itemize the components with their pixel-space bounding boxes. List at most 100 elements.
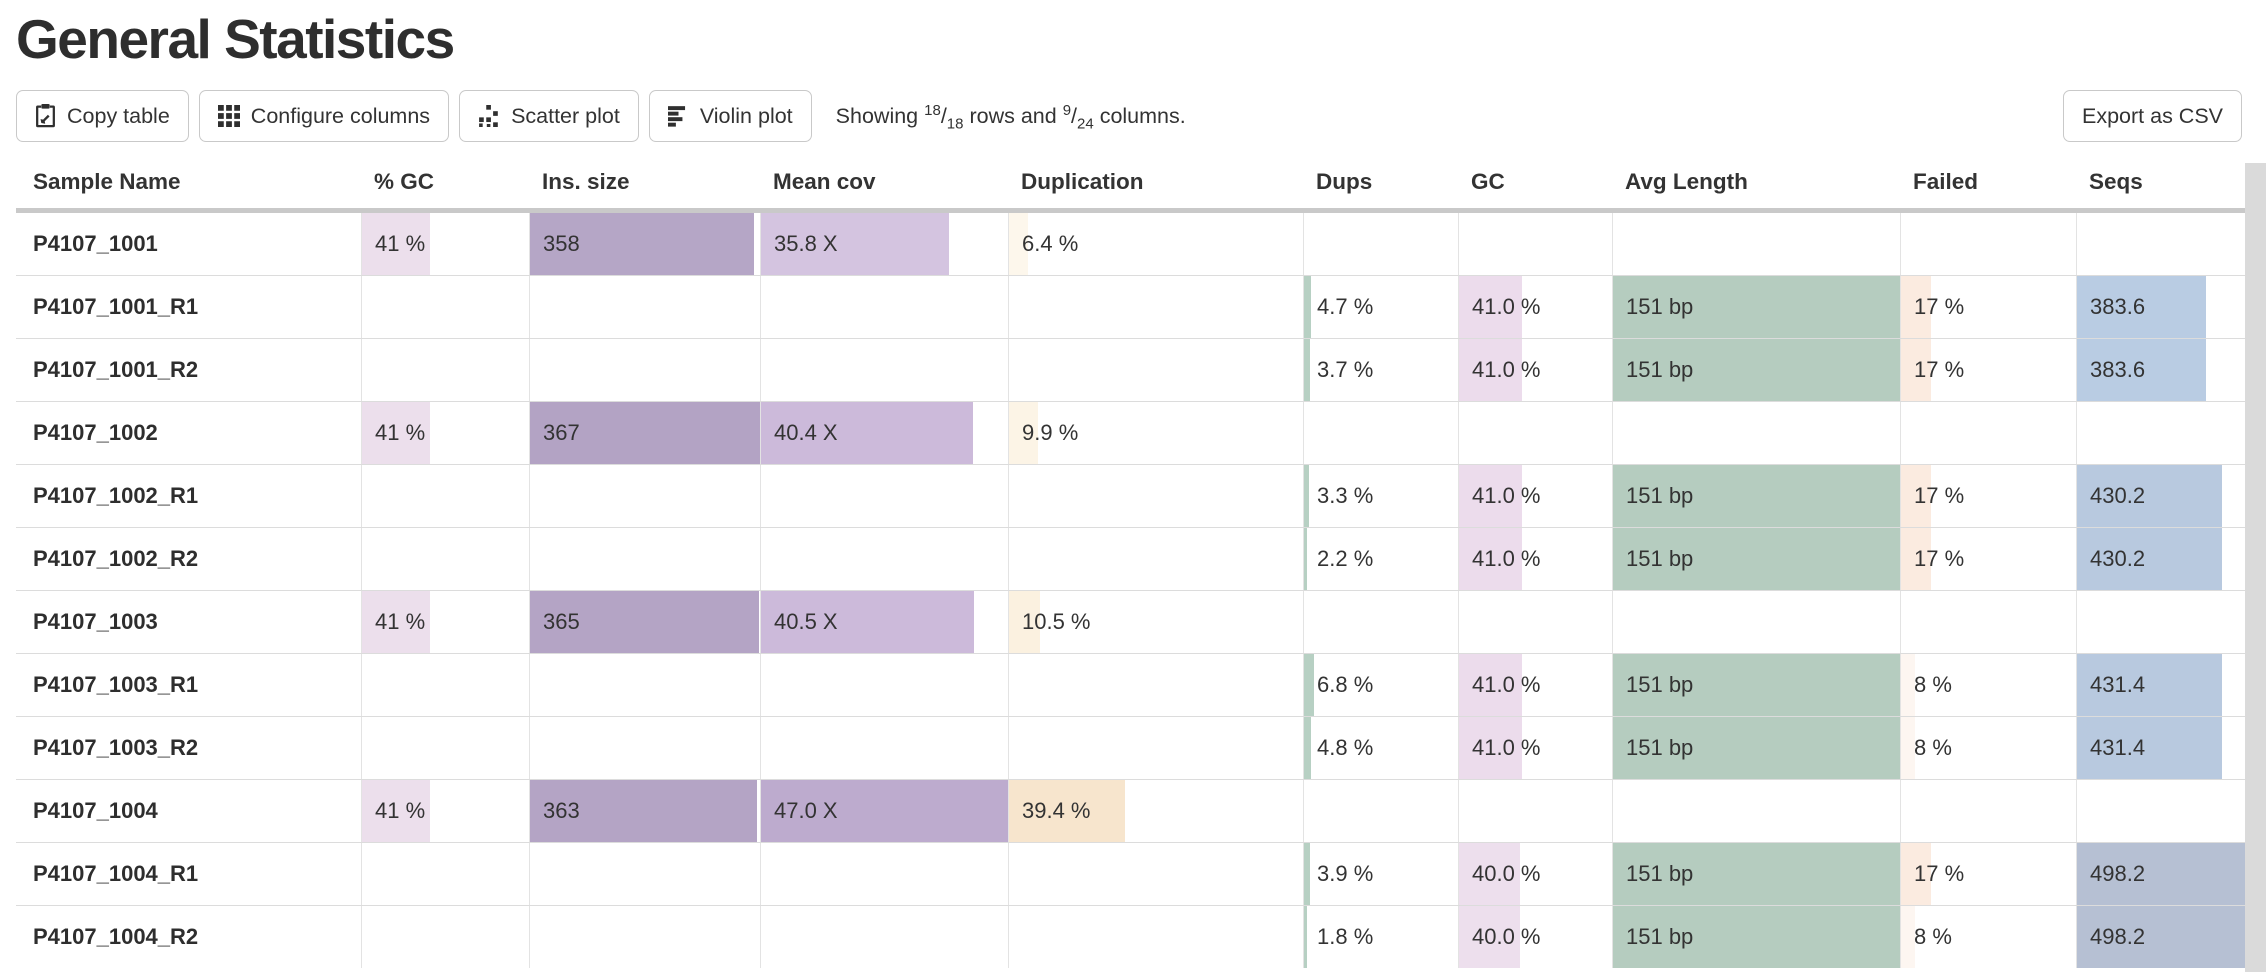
cell-value: 17 % (1914, 294, 1965, 319)
cell-seqs: 383.6 (2076, 276, 2245, 338)
cell-failed: 17 % (1900, 339, 2076, 401)
cell-seqs: 498.2 (2076, 843, 2245, 905)
cell-ins_size (529, 339, 760, 401)
value-bar (1459, 465, 1522, 527)
scatter-plot-button[interactable]: Scatter plot (459, 90, 639, 142)
column-header-avg_length[interactable]: Avg Length (1625, 168, 1748, 194)
cell-gc: 41.0 % (1458, 654, 1612, 716)
cell-dups: 6.8 % (1303, 654, 1458, 716)
value-bar (1613, 528, 1900, 590)
column-header-gc[interactable]: GC (1471, 168, 1505, 194)
cell-value: 383.6 (2090, 357, 2146, 382)
value-bar (1009, 780, 1125, 842)
configure-columns-label: Configure columns (250, 103, 431, 128)
copy-table-button[interactable]: Copy table (16, 90, 189, 142)
column-header-mean_cov[interactable]: Mean cov (773, 168, 876, 194)
cell-value: 3.9 % (1317, 861, 1374, 886)
cell-avg_length: 151 bp (1612, 528, 1900, 590)
cell-mean_cov (760, 654, 1008, 716)
configure-columns-button[interactable]: Configure columns (198, 90, 450, 142)
cell-duplication (1008, 528, 1303, 590)
value-bar (1304, 528, 1308, 590)
cell-value: 430.2 (2090, 546, 2146, 571)
column-header-seqs[interactable]: Seqs (2089, 168, 2143, 194)
violin-plot-label: Violin plot (699, 103, 793, 128)
column-header-pct_gc[interactable]: % GC (374, 168, 435, 194)
cell-value: 41 % (375, 609, 426, 634)
cell-seqs: 430.2 (2076, 465, 2245, 527)
value-bar (2077, 339, 2207, 401)
cell-value: 151 bp (1626, 924, 1694, 949)
value-bar (1009, 213, 1028, 275)
sample-name: P4107_1003_R2 (33, 735, 199, 760)
table-body: P4107_1001 41 % 358 35.8 X 6.4 % P4107_1001_R… (16, 213, 2266, 968)
cell-value: 40.0 % (1472, 924, 1541, 949)
value-bar (1459, 528, 1522, 590)
cell-value: 3.7 % (1317, 357, 1374, 382)
cell-value: 365 (543, 609, 580, 634)
vertical-scrollbar[interactable] (2245, 163, 2266, 972)
cell-duplication: 10.5 % (1008, 591, 1303, 653)
column-header-ins_size[interactable]: Ins. size (542, 168, 630, 194)
copy-table-label: Copy table (67, 103, 170, 128)
cell-failed (1900, 591, 2076, 653)
cell-duplication (1008, 717, 1303, 779)
cell-ins_size (529, 654, 760, 716)
value-bar (1901, 276, 1931, 338)
cell-gc (1458, 213, 1612, 275)
grid-icon (217, 105, 240, 127)
cell-pct_gc (361, 339, 529, 401)
value-bar (1304, 465, 1310, 527)
value-bar (1459, 276, 1522, 338)
cell-avg_length: 151 bp (1612, 465, 1900, 527)
cell-mean_cov (760, 339, 1008, 401)
cell-ins_size (529, 906, 760, 968)
cell-failed (1900, 402, 2076, 464)
cell-value: 6.4 % (1022, 231, 1079, 256)
cell-value: 151 bp (1626, 546, 1694, 571)
cell-failed: 17 % (1900, 276, 2076, 338)
cell-avg_length: 151 bp (1612, 717, 1900, 779)
cell-dups (1303, 591, 1458, 653)
value-bar (1613, 339, 1900, 401)
value-bar (362, 213, 431, 275)
cell-value: 41.0 % (1472, 357, 1541, 382)
cell-value: 41 % (375, 798, 426, 823)
page-title: General Statistics (16, 8, 455, 70)
cell-seqs: 431.4 (2076, 717, 2245, 779)
cell-value: 1.8 % (1317, 924, 1374, 949)
value-bar (1459, 906, 1521, 968)
cell-value: 383.6 (2090, 294, 2146, 319)
cell-duplication (1008, 906, 1303, 968)
cell-failed (1900, 780, 2076, 842)
column-header-duplication[interactable]: Duplication (1021, 168, 1144, 194)
violin-bars-icon (667, 105, 689, 127)
value-bar (2077, 276, 2207, 338)
cell-value: 41 % (375, 231, 426, 256)
value-bar (1901, 843, 1931, 905)
column-header-failed[interactable]: Failed (1913, 168, 1979, 194)
sample-name: P4107_1003_R1 (33, 672, 199, 697)
cell-value: 363 (543, 798, 580, 823)
value-bar (2077, 528, 2222, 590)
cell-gc: 41.0 % (1458, 528, 1612, 590)
cell-avg_length (1612, 780, 1900, 842)
table-row: P4107_1004_R2 1.8 % 40.0 % 151 bp 8 % 498.2 (16, 905, 2266, 968)
cell-mean_cov: 40.5 X (760, 591, 1008, 653)
violin-plot-button[interactable]: Violin plot (648, 90, 812, 142)
value-bar (1613, 465, 1900, 527)
cell-value: 47.0 X (774, 798, 838, 823)
table-row: P4107_1002 41 % 367 40.4 X 9.9 % (16, 401, 2266, 464)
column-header-dups[interactable]: Dups (1316, 168, 1373, 194)
table-header-row: Sample Name % GC Ins. size Mean cov Duplicat… (16, 155, 2266, 213)
export-csv-button[interactable]: Export as CSV (2063, 90, 2242, 142)
cell-ins_size: 365 (529, 591, 760, 653)
cell-gc (1458, 402, 1612, 464)
cell-value: 3.3 % (1317, 483, 1374, 508)
sample-name: P4107_1002_R1 (33, 483, 199, 508)
cell-duplication (1008, 465, 1303, 527)
column-header-sample_name[interactable]: Sample Name (33, 168, 181, 194)
cell-failed: 17 % (1900, 465, 2076, 527)
table-row: P4107_1002_R1 3.3 % 41.0 % 151 bp 17 % 430.2 (16, 464, 2266, 527)
general-stats-table: Sample Name % GC Ins. size Mean cov Duplicat… (16, 155, 2266, 968)
